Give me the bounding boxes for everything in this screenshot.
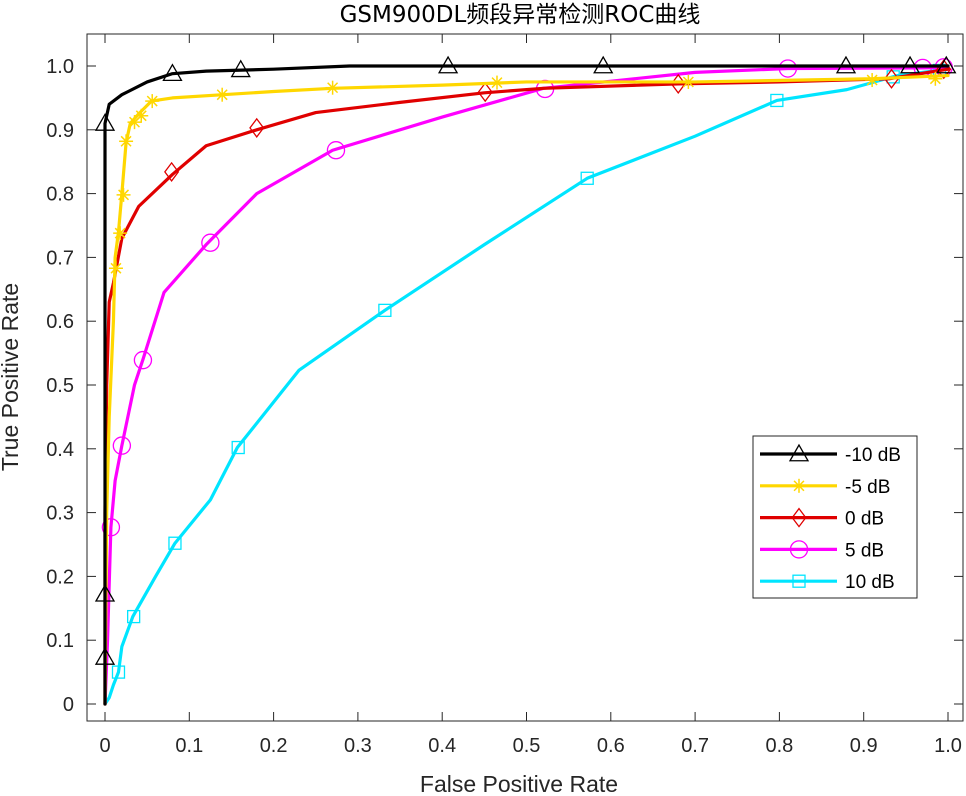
y-tick-label: 0.4 — [46, 439, 74, 461]
plot-area — [86, 33, 964, 722]
series-marker — [94, 113, 116, 131]
series-0 — [94, 55, 957, 706]
series-marker — [249, 117, 265, 138]
series-marker — [883, 68, 900, 89]
series-line — [103, 67, 950, 706]
legend-label: 10 dB — [845, 572, 895, 593]
legend: -10 dB -5 dB 0 dB 5 dB 10 dB — [752, 435, 918, 599]
series-marker — [94, 647, 116, 665]
series-marker — [162, 63, 183, 82]
y-tick-label: 0 — [63, 694, 74, 716]
series-marker — [936, 55, 957, 74]
series-marker — [94, 583, 116, 602]
x-tick-label: 0.5 — [513, 735, 541, 757]
series-marker — [119, 134, 134, 149]
legend-item: 0 dB — [760, 507, 884, 530]
x-tick-label: 0.3 — [344, 735, 372, 757]
y-tick-label: 1.0 — [46, 56, 74, 78]
legend-item: 10 dB — [760, 572, 895, 593]
series-marker — [127, 609, 141, 624]
series-marker — [230, 59, 251, 78]
series-marker — [326, 141, 346, 160]
series-marker — [133, 350, 153, 370]
series-marker — [325, 80, 340, 95]
series-marker — [378, 303, 392, 318]
series-marker — [835, 55, 857, 74]
y-tick-label: 0.7 — [46, 247, 74, 269]
series-marker — [215, 87, 230, 102]
y-tick-label: 0.9 — [46, 120, 74, 142]
legend-item: -5 dB — [760, 477, 890, 498]
x-tick-label: 0.4 — [428, 735, 456, 757]
x-axis-title: False Positive Rate — [420, 771, 618, 796]
series-marker — [681, 74, 696, 89]
series-line — [103, 73, 950, 706]
series-marker — [164, 161, 180, 182]
axis-ticks: 0 0.1 0.2 0.3 0.4 0.5 0.6 0.7 0.8 0.9 1.0 0 0.1 0.2 0.… — [46, 34, 963, 757]
legend-marker — [789, 540, 809, 559]
y-tick-label: 0.1 — [46, 630, 74, 652]
series-marker — [112, 436, 132, 455]
y-tick-label: 0.2 — [46, 566, 74, 588]
y-tick-label: 0.8 — [46, 184, 74, 206]
series-marker — [116, 187, 131, 202]
legend-marker — [792, 478, 806, 493]
x-tick-label: 0.6 — [597, 735, 625, 757]
series-marker — [231, 440, 245, 455]
chart-title: GSM900DL频段异常检测ROC曲线 — [340, 2, 701, 28]
series-marker — [477, 82, 493, 103]
series-marker — [770, 93, 784, 108]
series-line — [103, 65, 950, 706]
series-marker — [899, 55, 921, 74]
series-marker — [865, 73, 880, 88]
series-marker — [489, 75, 504, 90]
x-tick-label: 1.0 — [934, 735, 962, 757]
series-marker — [108, 261, 123, 276]
legend-item: -10 dB — [760, 443, 901, 466]
series-marker — [580, 171, 594, 185]
y-axis-title: True Positive Rate — [0, 283, 23, 471]
x-tick-label: 0.1 — [175, 735, 203, 757]
series-line — [103, 64, 950, 706]
y-tick-label: 0.3 — [46, 503, 74, 525]
x-tick-label: 0.8 — [765, 735, 793, 757]
legend-marker — [788, 443, 810, 462]
series-marker — [134, 108, 149, 123]
x-tick-label: 0.2 — [260, 735, 288, 757]
legend-label: 0 dB — [845, 509, 884, 530]
series-marker — [201, 233, 220, 252]
x-tick-label: 0.7 — [681, 735, 709, 757]
series-marker — [168, 536, 182, 550]
y-tick-label: 0.6 — [46, 311, 74, 333]
series-marker — [778, 59, 798, 78]
series-lines — [94, 55, 957, 706]
series-marker — [101, 518, 121, 537]
series-1 — [103, 71, 950, 706]
series-marker — [127, 115, 142, 130]
legend-item: 5 dB — [760, 540, 884, 561]
series-marker — [593, 55, 614, 74]
legend-label: -5 dB — [845, 477, 890, 498]
series-marker — [928, 71, 943, 86]
x-tick-label: 0.9 — [850, 735, 878, 757]
series-marker — [437, 55, 459, 74]
y-tick-label: 0.5 — [46, 375, 74, 397]
legend-marker — [792, 574, 806, 588]
x-tick-label: 0 — [99, 735, 110, 757]
series-marker — [145, 94, 160, 109]
legend-label: -10 dB — [845, 445, 901, 466]
series-marker — [113, 226, 128, 241]
series-3 — [101, 58, 953, 706]
legend-label: 5 dB — [845, 540, 884, 561]
legend-marker — [791, 507, 807, 528]
series-marker — [111, 665, 126, 679]
